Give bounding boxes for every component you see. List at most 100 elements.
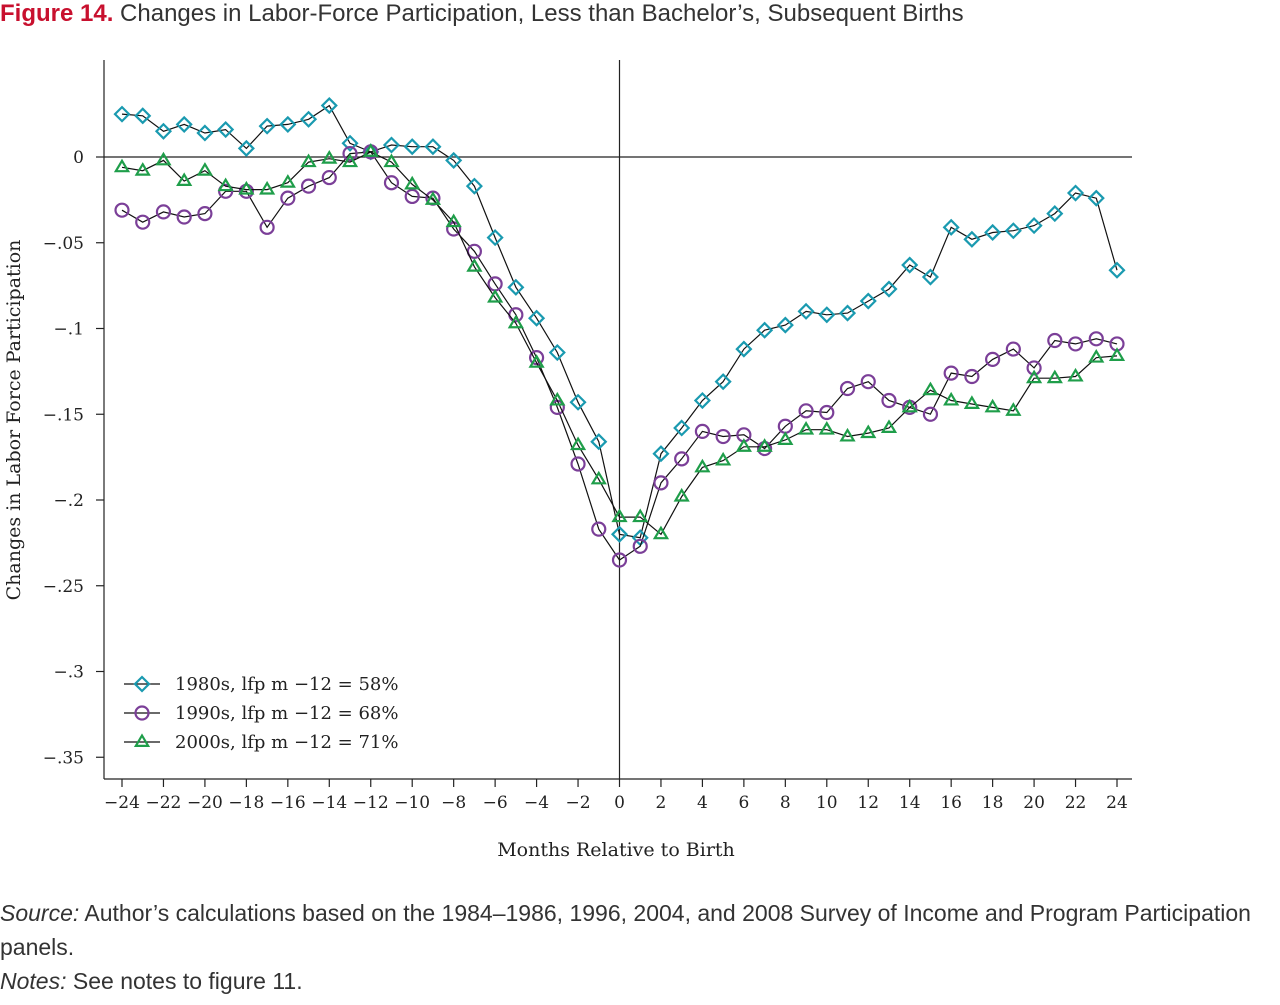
- triangle-marker: [424, 191, 442, 205]
- y-tick-label: −.2: [54, 491, 84, 511]
- triangle-marker: [300, 153, 317, 168]
- triangle-marker: [632, 508, 649, 523]
- circle-marker: [342, 145, 358, 162]
- circle-marker: [197, 205, 213, 222]
- x-tick-label: −8: [441, 793, 466, 813]
- chart-series-layer: [113, 96, 1126, 568]
- y-axis-title: Changes in Labor Force Participation: [3, 240, 25, 601]
- diamond-marker: [1025, 217, 1043, 235]
- diamond-marker: [1087, 189, 1105, 207]
- triangle-marker: [176, 172, 193, 187]
- diamond-marker: [1046, 205, 1064, 223]
- diamond-marker: [465, 177, 483, 195]
- circle-marker: [466, 243, 482, 259]
- x-tick-label: 18: [982, 793, 1004, 813]
- triangle-marker: [549, 391, 566, 406]
- x-tick-label: −6: [483, 793, 508, 813]
- figure-title: Figure 14. Changes in Labor-Force Partic…: [0, 0, 1280, 32]
- y-tick-label: −.3: [54, 663, 84, 683]
- circle-marker: [114, 202, 130, 218]
- triangle-marker: [383, 153, 400, 168]
- triangle-marker: [341, 153, 359, 168]
- diamond-marker: [341, 134, 359, 152]
- circle-marker: [798, 403, 814, 419]
- circle-marker: [155, 204, 172, 220]
- circle-marker: [1088, 331, 1104, 347]
- diamond-marker: [714, 373, 732, 391]
- circle-marker: [134, 705, 150, 721]
- triangle-marker: [134, 162, 151, 176]
- diamond-marker: [652, 445, 670, 463]
- triangle-marker: [258, 180, 276, 195]
- x-tick-label: −12: [353, 793, 389, 813]
- triangle-marker: [445, 213, 462, 228]
- circle-marker: [218, 183, 234, 199]
- diamond-marker: [1004, 222, 1022, 240]
- x-tick-label: 10: [816, 793, 838, 813]
- series-triangle: [113, 143, 1126, 540]
- diamond-marker: [320, 96, 338, 115]
- diamond-marker: [880, 280, 898, 298]
- triangle-marker: [715, 451, 732, 466]
- triangle-marker: [487, 288, 504, 303]
- triangle-marker: [362, 143, 379, 157]
- diamond-marker: [569, 393, 587, 411]
- triangle-marker: [279, 174, 296, 188]
- x-tick-label: 4: [697, 793, 708, 813]
- x-tick-label: 6: [738, 793, 749, 813]
- diamond-marker: [735, 340, 753, 358]
- circle-marker: [1005, 341, 1021, 357]
- triangle-marker: [735, 438, 752, 452]
- triangle-marker: [1046, 369, 1063, 384]
- x-tick-label: −4: [524, 793, 549, 813]
- triangle-marker: [217, 177, 234, 192]
- triangle-marker: [155, 151, 172, 166]
- diamond-marker: [237, 139, 255, 157]
- triangle-marker: [756, 438, 773, 452]
- diamond-marker: [300, 110, 318, 128]
- triangle-marker: [777, 431, 794, 445]
- chart-axes: 0−.05−.1−.15−.2−.25−.3−.35−24 −22 −20 −18 −1…: [43, 60, 1132, 813]
- diamond-marker: [818, 306, 836, 324]
- y-tick-label: −.15: [43, 405, 84, 425]
- circle-marker: [819, 404, 835, 421]
- triangle-marker: [880, 419, 898, 433]
- y-tick-label: −.35: [43, 748, 84, 768]
- circle-marker: [570, 456, 586, 472]
- triangle-marker: [1108, 347, 1126, 361]
- x-axis-title: Months Relative to Birth: [497, 839, 735, 861]
- diamond-marker: [590, 433, 608, 451]
- diamond-marker: [1066, 184, 1085, 202]
- triangle-marker: [1025, 369, 1043, 384]
- diamond-marker: [942, 218, 960, 236]
- diamond-marker: [548, 343, 566, 362]
- y-tick-label: −.05: [43, 234, 84, 254]
- figure-number: Figure 14.: [0, 0, 114, 27]
- diamond-marker: [528, 309, 546, 327]
- diamond-marker: [776, 316, 794, 334]
- diamond-marker: [507, 278, 525, 296]
- notes-label: Notes:: [0, 968, 67, 994]
- diamond-marker: [693, 391, 711, 410]
- x-tick-label: −2: [566, 793, 591, 813]
- triangle-marker: [901, 398, 918, 413]
- triangle-marker: [673, 487, 690, 502]
- triangle-marker: [1005, 402, 1022, 416]
- diamond-marker: [984, 223, 1002, 242]
- triangle-marker: [113, 158, 131, 173]
- triangle-marker: [922, 381, 939, 396]
- circle-marker: [300, 178, 317, 194]
- diamond-marker: [175, 115, 193, 133]
- diamond-marker: [445, 151, 463, 169]
- circle-marker: [860, 374, 876, 390]
- circle-marker: [280, 190, 296, 206]
- series-line: [121, 151, 1118, 536]
- triangle-marker: [569, 436, 587, 451]
- legend-label: 1980s, lfp m −12 = 58%: [175, 674, 398, 695]
- diamond-marker: [797, 302, 815, 320]
- x-tick-label: 22: [1065, 793, 1087, 813]
- circle-marker: [674, 451, 690, 467]
- x-tick-label: 14: [899, 793, 921, 813]
- circle-marker: [591, 521, 607, 537]
- series-line: [121, 104, 1118, 539]
